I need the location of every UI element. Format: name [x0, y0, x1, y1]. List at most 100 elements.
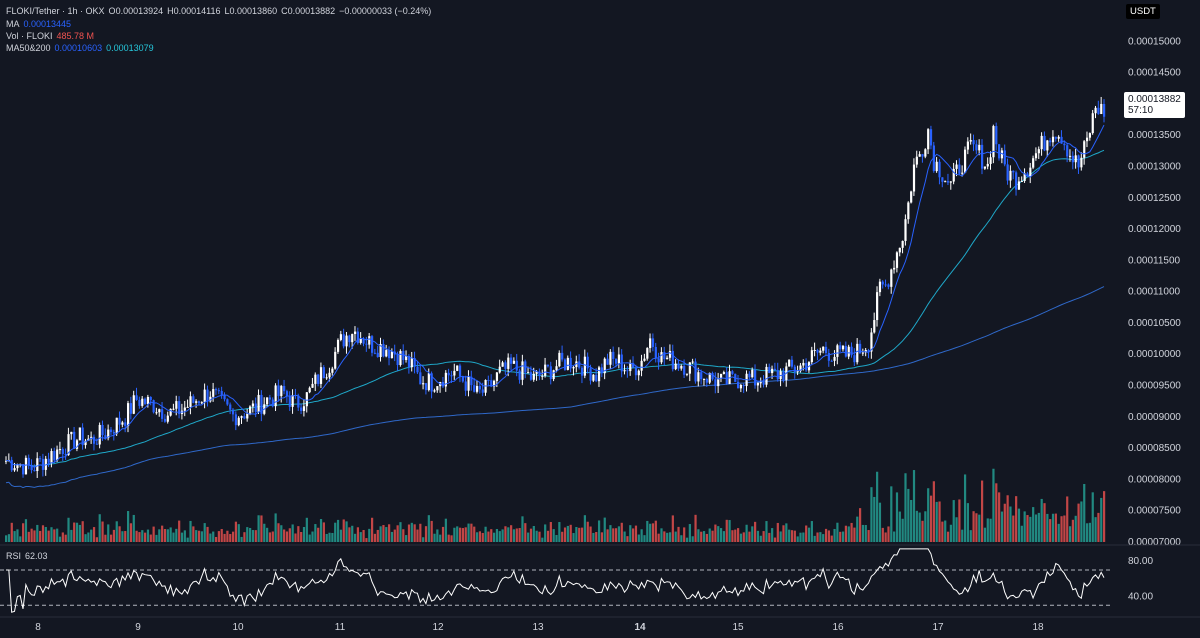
volume-bar [864, 525, 867, 542]
candle-body [833, 356, 836, 361]
volume-bar [402, 529, 405, 542]
candle-body [22, 464, 25, 475]
candle-body [336, 339, 340, 352]
candle-body [169, 408, 172, 416]
volume-bar [555, 534, 558, 542]
volume-bar [155, 534, 158, 542]
candle-body [424, 383, 428, 391]
currency-pill[interactable]: USDT [1126, 4, 1160, 19]
candle-body [223, 394, 226, 400]
volume-bar [677, 526, 680, 542]
volume-bar [1003, 503, 1006, 542]
candle-body [1085, 137, 1089, 142]
countdown-value: 57:10 [1128, 105, 1154, 116]
price-axis: 0.000150000.000145000.000140000.00013500… [0, 36, 1200, 618]
volume-bar [1085, 523, 1089, 542]
candle-body [308, 387, 311, 393]
candle-body [124, 422, 127, 427]
candle-body [95, 443, 98, 445]
volume-bar [149, 534, 152, 542]
ma50-200-legend[interactable]: MA50&200 0.00010603 0.00013079 [6, 42, 158, 54]
volume-bar [751, 526, 754, 542]
candle-body [762, 382, 765, 385]
volume-bar [518, 528, 521, 542]
candle-body [475, 386, 479, 392]
volume-bar [609, 525, 612, 542]
volume-bar [422, 537, 425, 542]
volume-bar [924, 511, 927, 542]
candle-body [271, 399, 274, 407]
candle-body [629, 363, 632, 372]
candle-body [961, 172, 964, 174]
volume-bar [890, 486, 893, 542]
candle-body [975, 144, 978, 151]
candle-body [362, 338, 365, 344]
candle-body [771, 368, 774, 374]
volume-bar [450, 535, 453, 542]
candle-body [742, 384, 745, 387]
volume-bar [893, 531, 896, 542]
rsi-legend[interactable]: RSI 62.03 [6, 550, 52, 562]
candle-body [1034, 153, 1038, 159]
candle-body [1071, 155, 1074, 163]
candle-body [53, 451, 56, 461]
ma-short-line [5, 124, 1105, 468]
candle-body [274, 385, 277, 407]
candle-body [112, 432, 116, 434]
candle-body [260, 394, 263, 414]
candle-body [427, 373, 430, 391]
volume-bar [850, 522, 853, 542]
volume-bar [739, 533, 743, 542]
volume-bar [294, 533, 297, 542]
candle-body [924, 149, 927, 157]
candle-body [657, 358, 660, 363]
candle-body [195, 401, 198, 403]
volume-bar [745, 524, 748, 542]
volume-bar [189, 520, 192, 542]
candle-body [592, 374, 595, 381]
candle-body [518, 370, 521, 380]
volume-bar [961, 529, 964, 542]
candle-body [353, 331, 357, 335]
candle-body [589, 368, 592, 381]
candle-body [893, 267, 896, 270]
volume-bar [266, 527, 269, 542]
candle-body [725, 372, 728, 385]
candle-body [756, 382, 760, 386]
volume-bar [1015, 496, 1018, 542]
candle-body [949, 181, 952, 183]
candle-body [226, 399, 229, 405]
candle-body [1060, 136, 1063, 144]
volume-bar [510, 525, 513, 542]
volume-bar [144, 532, 147, 542]
price-tick-label: 0.00007000 [1128, 537, 1181, 548]
volume-bar [771, 528, 774, 542]
candle-body [441, 381, 445, 387]
volume-bar [223, 533, 226, 542]
close-value: 0.00013882 [287, 6, 336, 16]
volume-bar [456, 526, 459, 542]
candle-body [288, 396, 291, 407]
volume-bar [481, 532, 484, 542]
candle-body [285, 391, 289, 397]
candle-body [1077, 155, 1080, 168]
volume-bar [790, 530, 794, 542]
volume-bar [640, 529, 643, 542]
candle-body [1063, 143, 1066, 146]
ma-legend[interactable]: MA 0.00013445 [6, 18, 75, 30]
volume-bar [393, 529, 396, 542]
volume-bar [853, 527, 856, 542]
candle-body [456, 365, 459, 371]
candle-body [266, 397, 269, 405]
volume-bar [932, 481, 935, 542]
candle-body [853, 355, 856, 363]
candle-body [910, 191, 913, 203]
candle-body [300, 407, 303, 411]
volume-bar [589, 526, 592, 542]
candle-body [345, 335, 348, 347]
volume-bar [620, 522, 623, 542]
volume-legend[interactable]: Vol · FLOKI 485.78 M [6, 30, 98, 42]
volume-bar [95, 537, 98, 542]
volume-bar [441, 526, 445, 542]
